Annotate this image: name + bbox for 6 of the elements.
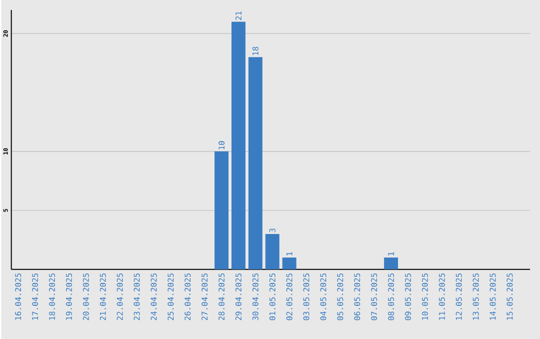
bar bbox=[282, 257, 296, 270]
bar bbox=[214, 151, 229, 270]
bar bbox=[265, 234, 280, 270]
bar bbox=[384, 257, 398, 270]
bar bbox=[248, 57, 262, 270]
bar bbox=[231, 22, 246, 270]
